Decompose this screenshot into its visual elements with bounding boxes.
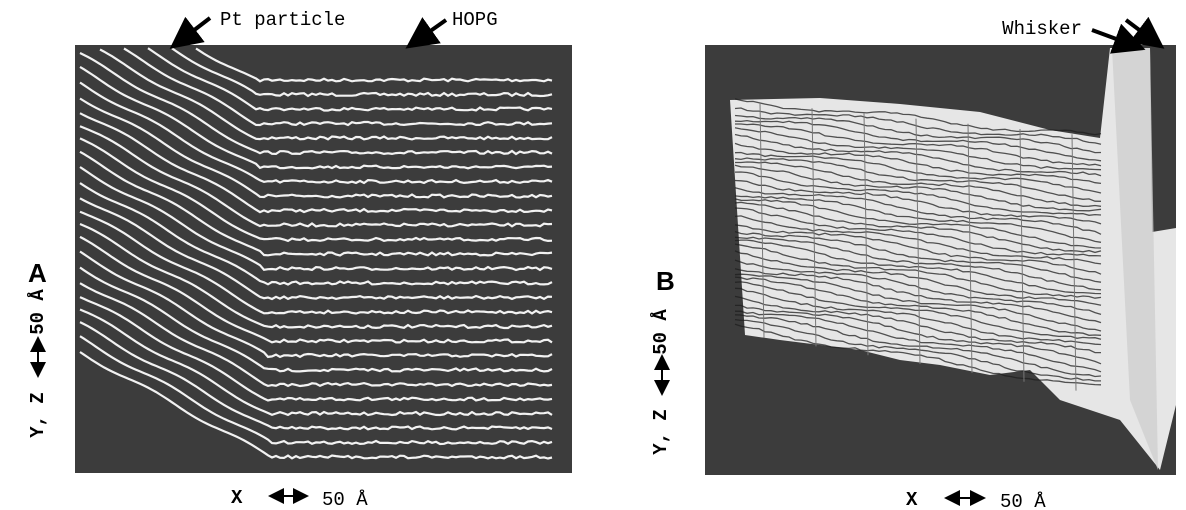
trace — [734, 281, 1102, 340]
trace — [79, 166, 553, 272]
trace — [195, 47, 553, 83]
y-scale: 50 Å — [650, 309, 672, 355]
surface — [730, 48, 1176, 470]
arrow — [405, 17, 448, 49]
trace — [79, 137, 553, 243]
trace — [734, 295, 1101, 354]
trace — [734, 98, 1102, 136]
trace — [99, 48, 553, 141]
trace — [79, 182, 553, 286]
trace — [734, 107, 1102, 145]
x-scale: 50 Å — [1000, 491, 1046, 510]
trace — [734, 268, 1102, 324]
trace — [734, 259, 1102, 316]
trace — [79, 235, 553, 344]
panel-b: Whisker B 50 Å Y, Z X 50 Å — [650, 16, 1176, 510]
whisker — [1112, 48, 1158, 470]
trace — [79, 112, 553, 214]
arrow — [1091, 23, 1146, 54]
trace — [79, 81, 553, 185]
trace — [79, 125, 553, 228]
trace — [734, 164, 1102, 212]
trace — [1071, 134, 1077, 391]
trace — [79, 150, 553, 257]
trace — [734, 151, 1102, 194]
trace — [79, 266, 553, 373]
y-axis-label: Y, Z — [27, 392, 49, 438]
trace — [863, 113, 869, 356]
trace — [734, 323, 1102, 386]
trace — [734, 157, 1102, 202]
trace — [147, 47, 553, 112]
trace — [79, 222, 553, 330]
trace — [734, 179, 1102, 225]
trace — [734, 171, 1102, 216]
trace — [915, 118, 921, 365]
trace — [171, 47, 553, 98]
trace — [79, 250, 553, 359]
trace — [79, 321, 553, 431]
panel-a: Pt particle HOPG A 50 Å Y, Z X 50 Å — [27, 9, 572, 510]
trace — [735, 161, 1102, 207]
arrow — [169, 16, 212, 49]
trace — [734, 287, 1102, 346]
x-scale: 50 Å — [322, 489, 368, 510]
trace — [759, 102, 765, 338]
trace — [79, 296, 553, 402]
trace — [79, 282, 553, 388]
trace — [79, 197, 553, 301]
trace — [79, 308, 553, 417]
trace — [79, 52, 553, 156]
trace — [735, 123, 1102, 167]
trace — [734, 273, 1102, 332]
panel-label: A — [28, 258, 47, 288]
trace — [811, 108, 817, 347]
x-axis-label: X — [906, 489, 918, 510]
trace — [734, 310, 1102, 373]
trace — [734, 142, 1102, 185]
scan-traces — [79, 47, 553, 460]
y-axis-label: Y, Z — [650, 409, 672, 455]
trace — [734, 119, 1102, 162]
trace — [79, 65, 553, 170]
x-axis-label: X — [231, 487, 243, 509]
trace — [734, 127, 1102, 171]
trace — [734, 133, 1102, 177]
annotation: HOPG — [452, 9, 498, 31]
trace — [735, 304, 1102, 365]
trace — [79, 97, 553, 199]
trace — [734, 114, 1102, 154]
y-scale: 50 Å — [27, 289, 49, 335]
trace — [734, 318, 1101, 382]
panel-label: B — [656, 266, 675, 296]
annotation: Whisker — [1002, 18, 1082, 40]
image-background — [75, 45, 572, 473]
trace — [967, 123, 973, 373]
trace — [1019, 128, 1025, 382]
trace — [734, 314, 1102, 378]
trace — [123, 47, 553, 127]
surface-streaks — [734, 98, 1102, 391]
trace — [79, 210, 553, 315]
arrow — [1124, 16, 1165, 49]
trace — [79, 351, 553, 460]
annotation: Pt particle — [220, 9, 345, 31]
trace — [734, 250, 1102, 306]
trace — [79, 335, 553, 446]
trace — [734, 276, 1102, 336]
